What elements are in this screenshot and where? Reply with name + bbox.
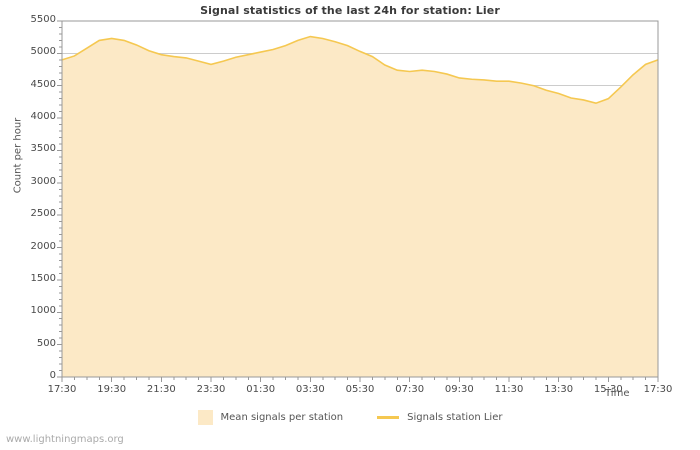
legend-label: Signals station Lier xyxy=(407,412,503,423)
legend-label: Mean signals per station xyxy=(220,412,344,423)
y-tick-label: 4000 xyxy=(30,111,56,123)
x-tick-label: 09:30 xyxy=(444,384,474,395)
x-tick-label: 01:30 xyxy=(246,384,276,395)
plot-frame xyxy=(61,20,659,378)
x-tick-label: 03:30 xyxy=(295,384,325,395)
x-tick-label: 15:30 xyxy=(593,384,623,395)
x-tick-label: 19:30 xyxy=(97,384,127,395)
y-tick-label: 3500 xyxy=(30,143,56,155)
y-tick-label: 2500 xyxy=(30,208,56,220)
x-tick-label: 23:30 xyxy=(196,384,226,395)
y-tick-label: 2000 xyxy=(30,240,56,252)
legend-item[interactable]: Signals station Lier xyxy=(377,412,502,423)
x-tick-label: 21:30 xyxy=(146,384,176,395)
legend-area-swatch-icon xyxy=(197,410,213,425)
legend-line-swatch-icon xyxy=(377,416,400,419)
footer-credit: www.lightningmaps.org xyxy=(6,434,124,445)
x-tick-label: 11:30 xyxy=(494,384,524,395)
y-tick-label: 1000 xyxy=(30,305,56,317)
x-tick-label: 17:30 xyxy=(47,384,77,395)
y-tick-label: 500 xyxy=(36,337,56,349)
y-tick-label: 3000 xyxy=(30,175,56,187)
x-axis-title: Time xyxy=(605,388,630,399)
series-area-fill xyxy=(62,36,658,377)
y-tick-label: 0 xyxy=(49,370,56,381)
y-tick-label: 1500 xyxy=(30,272,56,284)
x-tick-label: 05:30 xyxy=(345,384,375,395)
chart-title: Signal statistics of the last 24h for st… xyxy=(200,4,500,17)
x-tick-label: 13:30 xyxy=(544,384,574,395)
x-tick-label: 17:30 xyxy=(643,384,673,395)
legend-item[interactable]: Mean signals per station xyxy=(197,410,344,425)
x-tick-label: 07:30 xyxy=(395,384,425,395)
y-tick-label: 5500 xyxy=(30,14,56,25)
y-tick-label: 4500 xyxy=(30,78,56,90)
series-line xyxy=(61,35,659,105)
chart-legend: Mean signals per station Signals station … xyxy=(0,410,700,425)
y-tick-label: 5000 xyxy=(30,46,56,58)
